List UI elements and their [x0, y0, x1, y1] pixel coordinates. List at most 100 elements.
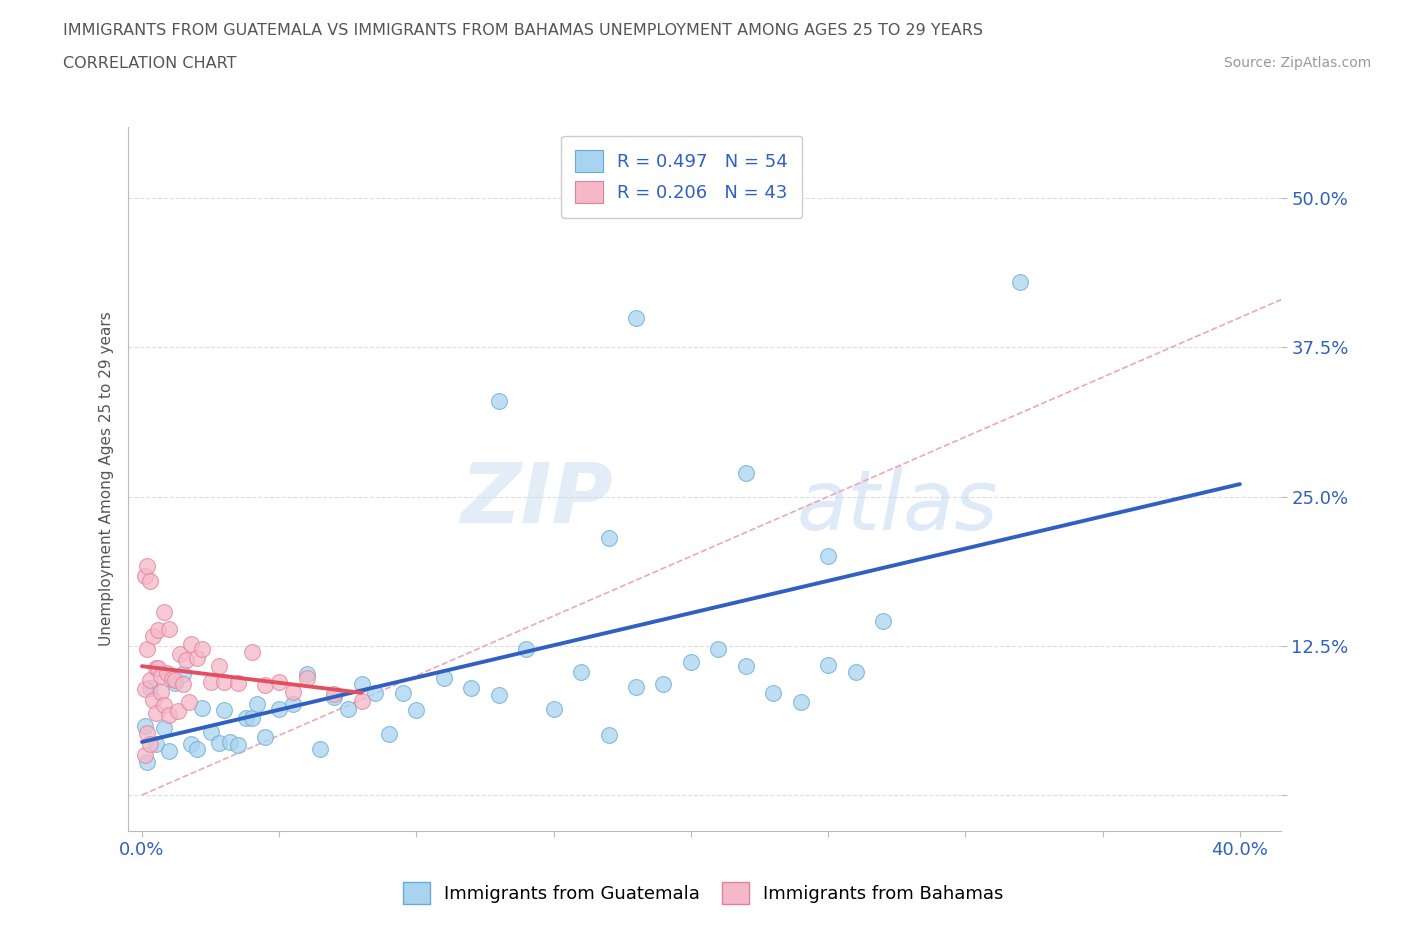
- Point: [543, 702, 565, 717]
- Y-axis label: Unemployment Among Ages 25 to 29 years: Unemployment Among Ages 25 to 29 years: [100, 312, 114, 646]
- Point: [136, 558, 159, 573]
- Point: [817, 658, 839, 672]
- Point: [142, 629, 165, 644]
- Point: [336, 702, 359, 717]
- Point: [134, 747, 156, 762]
- Point: [153, 698, 176, 712]
- Point: [186, 742, 208, 757]
- Point: [150, 669, 173, 684]
- Point: [624, 310, 647, 325]
- Point: [160, 671, 183, 686]
- Point: [153, 720, 176, 735]
- Point: [391, 685, 413, 700]
- Point: [734, 465, 756, 480]
- Point: [157, 744, 180, 759]
- Point: [172, 677, 194, 692]
- Point: [169, 646, 191, 661]
- Point: [789, 695, 811, 710]
- Point: [323, 690, 346, 705]
- Point: [488, 393, 510, 408]
- Point: [226, 675, 249, 690]
- Point: [180, 737, 202, 751]
- Point: [136, 641, 159, 656]
- Point: [166, 704, 188, 719]
- Point: [200, 675, 222, 690]
- Point: [177, 695, 200, 710]
- Point: [269, 674, 291, 689]
- Text: IMMIGRANTS FROM GUATEMALA VS IMMIGRANTS FROM BAHAMAS UNEMPLOYMENT AMONG AGES 25 : IMMIGRANTS FROM GUATEMALA VS IMMIGRANTS …: [63, 23, 983, 38]
- Point: [235, 711, 257, 725]
- Text: CORRELATION CHART: CORRELATION CHART: [63, 56, 236, 71]
- Text: Source: ZipAtlas.com: Source: ZipAtlas.com: [1223, 56, 1371, 70]
- Point: [150, 684, 173, 699]
- Point: [139, 737, 162, 751]
- Point: [364, 685, 387, 700]
- Point: [246, 697, 269, 711]
- Point: [142, 692, 165, 707]
- Point: [350, 694, 373, 709]
- Point: [269, 701, 291, 716]
- Point: [191, 642, 214, 657]
- Point: [191, 700, 214, 715]
- Point: [145, 705, 167, 720]
- Point: [254, 678, 277, 693]
- Legend: R = 0.497   N = 54, R = 0.206   N = 43: R = 0.497 N = 54, R = 0.206 N = 43: [561, 136, 803, 218]
- Point: [872, 614, 894, 629]
- Point: [134, 719, 156, 734]
- Point: [378, 726, 401, 741]
- Legend: Immigrants from Guatemala, Immigrants from Bahamas: Immigrants from Guatemala, Immigrants fr…: [395, 875, 1011, 911]
- Point: [208, 736, 231, 751]
- Point: [139, 574, 162, 589]
- Text: ZIP: ZIP: [460, 459, 613, 540]
- Point: [281, 684, 304, 699]
- Point: [148, 623, 170, 638]
- Point: [460, 681, 482, 696]
- Point: [218, 735, 240, 750]
- Point: [136, 754, 159, 769]
- Point: [226, 737, 249, 752]
- Point: [598, 727, 620, 742]
- Point: [295, 667, 318, 682]
- Point: [405, 703, 427, 718]
- Point: [762, 685, 785, 700]
- Point: [515, 642, 537, 657]
- Point: [139, 672, 162, 687]
- Point: [200, 724, 222, 739]
- Point: [734, 658, 756, 673]
- Point: [254, 729, 277, 744]
- Point: [240, 644, 263, 659]
- Point: [163, 676, 186, 691]
- Point: [174, 653, 197, 668]
- Point: [156, 665, 179, 680]
- Point: [679, 655, 702, 670]
- Point: [652, 677, 675, 692]
- Point: [134, 568, 156, 583]
- Point: [1010, 274, 1032, 289]
- Point: [214, 674, 236, 689]
- Point: [817, 549, 839, 564]
- Point: [153, 604, 176, 619]
- Point: [157, 622, 180, 637]
- Point: [163, 672, 186, 687]
- Point: [433, 671, 456, 685]
- Point: [145, 737, 167, 751]
- Point: [145, 660, 167, 675]
- Point: [295, 671, 318, 685]
- Point: [180, 637, 202, 652]
- Point: [214, 702, 236, 717]
- Point: [598, 531, 620, 546]
- Point: [569, 664, 592, 679]
- Point: [186, 651, 208, 666]
- Point: [624, 680, 647, 695]
- Point: [845, 665, 868, 680]
- Point: [134, 682, 156, 697]
- Point: [157, 708, 180, 723]
- Point: [309, 741, 332, 756]
- Point: [148, 660, 170, 675]
- Point: [488, 687, 510, 702]
- Point: [136, 725, 159, 740]
- Point: [208, 658, 231, 673]
- Point: [350, 677, 373, 692]
- Point: [139, 681, 162, 696]
- Point: [240, 711, 263, 725]
